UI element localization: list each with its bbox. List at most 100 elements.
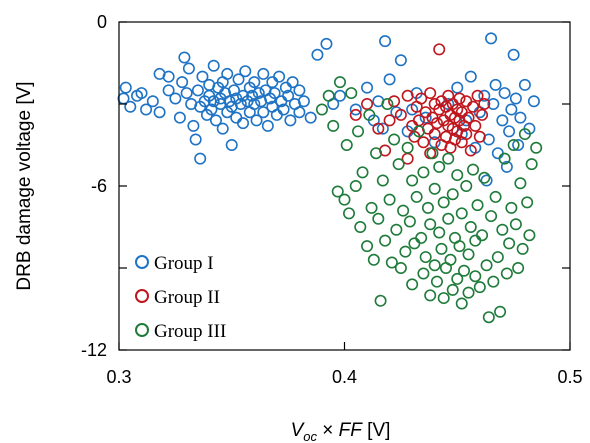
data-point bbox=[376, 174, 389, 187]
data-point bbox=[453, 92, 466, 105]
data-point bbox=[361, 240, 374, 253]
data-point bbox=[383, 114, 396, 127]
data-point bbox=[419, 251, 432, 264]
data-point bbox=[221, 67, 234, 80]
data-point bbox=[333, 89, 346, 102]
data-point bbox=[320, 37, 333, 50]
data-point bbox=[433, 160, 446, 173]
data-point bbox=[428, 259, 441, 272]
data-point bbox=[187, 119, 200, 132]
data-point bbox=[503, 237, 516, 250]
data-point bbox=[196, 70, 209, 83]
legend-item: Group III bbox=[135, 321, 226, 342]
data-point bbox=[406, 174, 419, 187]
data-point bbox=[485, 32, 498, 45]
data-point bbox=[361, 81, 374, 94]
data-point bbox=[410, 190, 423, 203]
data-point bbox=[372, 212, 385, 225]
data-point bbox=[237, 117, 250, 130]
data-point bbox=[191, 84, 204, 97]
data-point bbox=[478, 89, 491, 102]
data-point bbox=[469, 234, 482, 247]
data-point bbox=[482, 311, 495, 324]
data-point bbox=[356, 166, 369, 179]
data-point bbox=[415, 231, 428, 244]
data-point bbox=[340, 139, 353, 152]
data-point bbox=[228, 84, 241, 97]
legend-item: Group I bbox=[135, 253, 214, 274]
data-point bbox=[451, 169, 464, 182]
legend-marker bbox=[135, 255, 149, 269]
data-point bbox=[417, 166, 430, 179]
legend: Group I Group II Group III bbox=[135, 253, 226, 342]
data-point bbox=[421, 201, 434, 214]
data-point bbox=[383, 73, 396, 86]
data-point bbox=[239, 65, 252, 78]
data-point bbox=[333, 76, 346, 89]
data-point bbox=[180, 87, 193, 100]
series-3 bbox=[315, 76, 543, 324]
data-point bbox=[462, 248, 475, 261]
data-point bbox=[261, 119, 274, 132]
data-point bbox=[232, 73, 245, 86]
data-point bbox=[248, 76, 261, 89]
data-point bbox=[293, 84, 306, 97]
data-point bbox=[451, 81, 464, 94]
data-point bbox=[327, 119, 340, 132]
data-point bbox=[273, 70, 286, 83]
series-1 bbox=[117, 32, 540, 187]
data-point bbox=[268, 87, 281, 100]
data-point bbox=[462, 111, 475, 124]
data-point bbox=[345, 87, 358, 100]
data-point bbox=[173, 111, 186, 124]
data-point bbox=[322, 89, 335, 102]
data-point bbox=[527, 95, 540, 108]
data-point bbox=[433, 43, 446, 56]
data-point bbox=[385, 256, 398, 269]
data-point bbox=[512, 261, 525, 274]
data-point bbox=[523, 229, 536, 242]
series-2 bbox=[349, 43, 491, 165]
data-point bbox=[516, 242, 529, 255]
data-point bbox=[500, 160, 513, 173]
data-point bbox=[225, 139, 238, 152]
data-point bbox=[437, 196, 450, 209]
data-point bbox=[424, 218, 437, 231]
data-point bbox=[514, 111, 527, 124]
data-point bbox=[388, 133, 401, 146]
points-layer bbox=[117, 32, 543, 324]
data-point bbox=[406, 278, 419, 291]
data-point bbox=[394, 261, 407, 274]
data-point bbox=[430, 117, 443, 130]
data-point bbox=[176, 76, 189, 89]
data-point bbox=[394, 54, 407, 67]
data-point bbox=[415, 92, 428, 105]
legend-marker bbox=[135, 323, 149, 337]
data-point bbox=[444, 253, 457, 266]
data-point bbox=[349, 103, 362, 116]
data-point bbox=[424, 289, 437, 302]
data-point bbox=[446, 188, 459, 201]
data-point bbox=[469, 119, 482, 132]
data-point bbox=[426, 147, 439, 160]
data-point bbox=[507, 48, 520, 61]
data-point bbox=[505, 103, 518, 116]
data-point bbox=[343, 207, 356, 220]
data-point bbox=[489, 190, 502, 203]
data-point bbox=[521, 196, 534, 209]
data-point bbox=[467, 163, 480, 176]
data-point bbox=[293, 106, 306, 119]
data-point bbox=[498, 152, 511, 165]
data-point bbox=[518, 78, 531, 91]
data-point bbox=[442, 98, 455, 111]
data-point bbox=[178, 51, 191, 64]
data-point bbox=[478, 171, 491, 184]
data-point bbox=[257, 106, 270, 119]
data-point bbox=[297, 95, 310, 108]
x-axis-var1: V bbox=[291, 420, 306, 441]
data-point bbox=[487, 275, 500, 288]
x-axis-times: × bbox=[317, 420, 339, 441]
data-point bbox=[399, 245, 412, 258]
data-point bbox=[480, 259, 493, 272]
data-point bbox=[476, 229, 489, 242]
